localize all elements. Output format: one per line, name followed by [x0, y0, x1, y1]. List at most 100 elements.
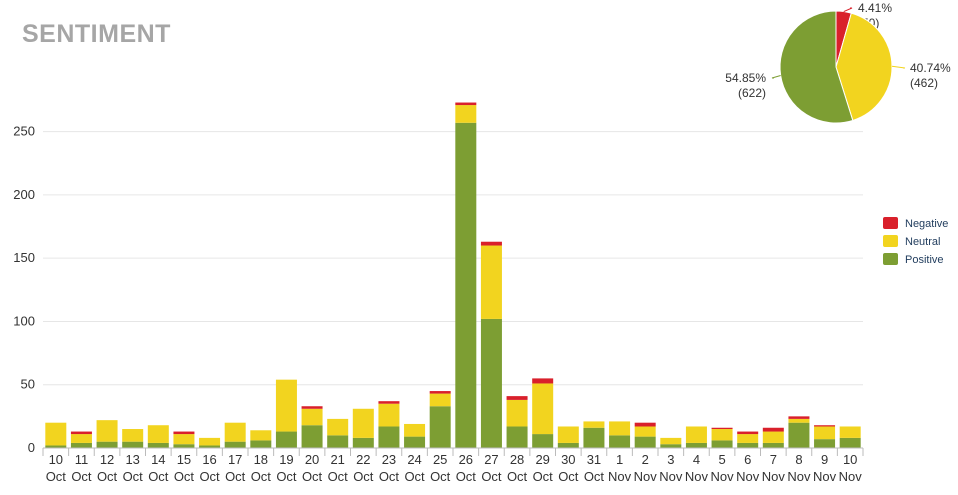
bar-negative[interactable] [788, 416, 810, 419]
bar-positive[interactable] [685, 442, 707, 448]
bar-neutral[interactable] [199, 437, 221, 446]
bar-neutral[interactable] [660, 437, 682, 445]
legend-swatch-positive[interactable] [883, 253, 898, 265]
bar-neutral[interactable] [506, 399, 528, 427]
y-tick-label: 250 [13, 124, 35, 139]
bar-neutral[interactable] [224, 422, 246, 442]
bar-neutral[interactable] [352, 408, 374, 438]
bar-positive[interactable] [70, 442, 92, 448]
x-tick-label-month: Nov [787, 469, 811, 484]
bar-positive[interactable] [147, 442, 169, 448]
bar-neutral[interactable] [634, 426, 656, 437]
x-tick-label-month: Oct [558, 469, 579, 484]
legend-label-positive[interactable]: Positive [905, 254, 944, 266]
bar-negative[interactable] [378, 401, 400, 404]
bar-positive[interactable] [532, 434, 554, 448]
bar-neutral[interactable] [301, 408, 323, 426]
bar-negative[interactable] [762, 427, 784, 432]
bar-neutral[interactable] [455, 105, 477, 123]
bar-positive[interactable] [173, 444, 195, 448]
bar-negative[interactable] [532, 378, 554, 384]
bar-positive[interactable] [455, 122, 477, 448]
bar-neutral[interactable] [96, 420, 118, 442]
bar-positive[interactable] [404, 436, 426, 448]
bar-neutral[interactable] [711, 429, 733, 441]
bar-negative[interactable] [480, 241, 502, 246]
bar-positive[interactable] [327, 435, 349, 448]
bar-positive[interactable] [224, 441, 246, 448]
bar-neutral[interactable] [737, 434, 759, 443]
bar-neutral[interactable] [557, 426, 579, 443]
pie-slice-positive[interactable] [779, 10, 854, 124]
bar-negative[interactable] [737, 431, 759, 435]
bar-positive[interactable] [660, 444, 682, 448]
bar-negative[interactable] [506, 396, 528, 400]
bar-positive[interactable] [737, 442, 759, 448]
bar-neutral[interactable] [378, 403, 400, 427]
bar-positive[interactable] [122, 441, 144, 448]
bar-neutral[interactable] [480, 245, 502, 319]
bar-positive[interactable] [788, 422, 810, 448]
bar-positive[interactable] [45, 445, 67, 448]
x-tick-label-month: Nov [762, 469, 786, 484]
bar-neutral[interactable] [685, 426, 707, 443]
bar-neutral[interactable] [429, 393, 451, 407]
bar-neutral[interactable] [327, 418, 349, 436]
y-tick-label: 50 [21, 377, 35, 392]
bar-positive[interactable] [96, 441, 118, 448]
bar-neutral[interactable] [122, 429, 144, 442]
bar-positive[interactable] [557, 442, 579, 448]
legend-label-negative[interactable]: Negative [905, 218, 948, 230]
bar-positive[interactable] [583, 427, 605, 448]
bar-neutral[interactable] [762, 431, 784, 443]
bar-neutral[interactable] [839, 426, 861, 438]
legend-label-neutral[interactable]: Neutral [905, 236, 940, 248]
bar-negative[interactable] [814, 425, 836, 427]
bar-positive[interactable] [429, 406, 451, 448]
bar-positive[interactable] [814, 439, 836, 448]
bar-positive[interactable] [301, 425, 323, 448]
bar-neutral[interactable] [404, 423, 426, 437]
bar-positive[interactable] [506, 426, 528, 448]
bar-neutral[interactable] [583, 421, 605, 428]
bar-positive[interactable] [609, 435, 631, 448]
bar-positive[interactable] [839, 437, 861, 448]
bar-negative[interactable] [711, 427, 733, 430]
bar-positive[interactable] [250, 440, 272, 448]
x-tick-label-day: 7 [770, 452, 777, 467]
bar-negative[interactable] [634, 422, 656, 427]
bar-negative[interactable] [70, 431, 92, 435]
bar-negative[interactable] [173, 431, 195, 435]
bar-neutral[interactable] [147, 425, 169, 443]
bar-neutral[interactable] [609, 421, 631, 436]
bar-positive[interactable] [762, 442, 784, 448]
bar-positive[interactable] [711, 440, 733, 448]
bar-positive[interactable] [199, 445, 221, 448]
bar-positive[interactable] [275, 431, 297, 448]
x-tick-label-month: Nov [634, 469, 658, 484]
bar-neutral[interactable] [532, 383, 554, 435]
x-tick-label-month: Oct [251, 469, 272, 484]
bar-neutral[interactable] [275, 379, 297, 432]
bar-neutral[interactable] [788, 418, 810, 423]
bar-negative[interactable] [455, 102, 477, 106]
bar-positive[interactable] [352, 437, 374, 448]
pie-slice-neutral[interactable] [835, 12, 893, 122]
x-tick-label-day: 1 [616, 452, 623, 467]
bar-positive[interactable] [378, 426, 400, 448]
legend-swatch-negative[interactable] [883, 217, 898, 229]
bar-neutral[interactable] [70, 434, 92, 443]
y-tick-label: 200 [13, 187, 35, 202]
x-tick-label-month: Oct [353, 469, 374, 484]
x-tick-label-day: 13 [125, 452, 139, 467]
bar-neutral[interactable] [45, 422, 67, 446]
bar-neutral[interactable] [250, 430, 272, 441]
bar-negative[interactable] [429, 391, 451, 394]
bar-positive[interactable] [480, 318, 502, 448]
bar-positive[interactable] [634, 436, 656, 448]
bar-neutral[interactable] [173, 434, 195, 445]
bar-neutral[interactable] [814, 426, 836, 440]
legend-swatch-neutral[interactable] [883, 235, 898, 247]
bar-negative[interactable] [301, 406, 323, 409]
